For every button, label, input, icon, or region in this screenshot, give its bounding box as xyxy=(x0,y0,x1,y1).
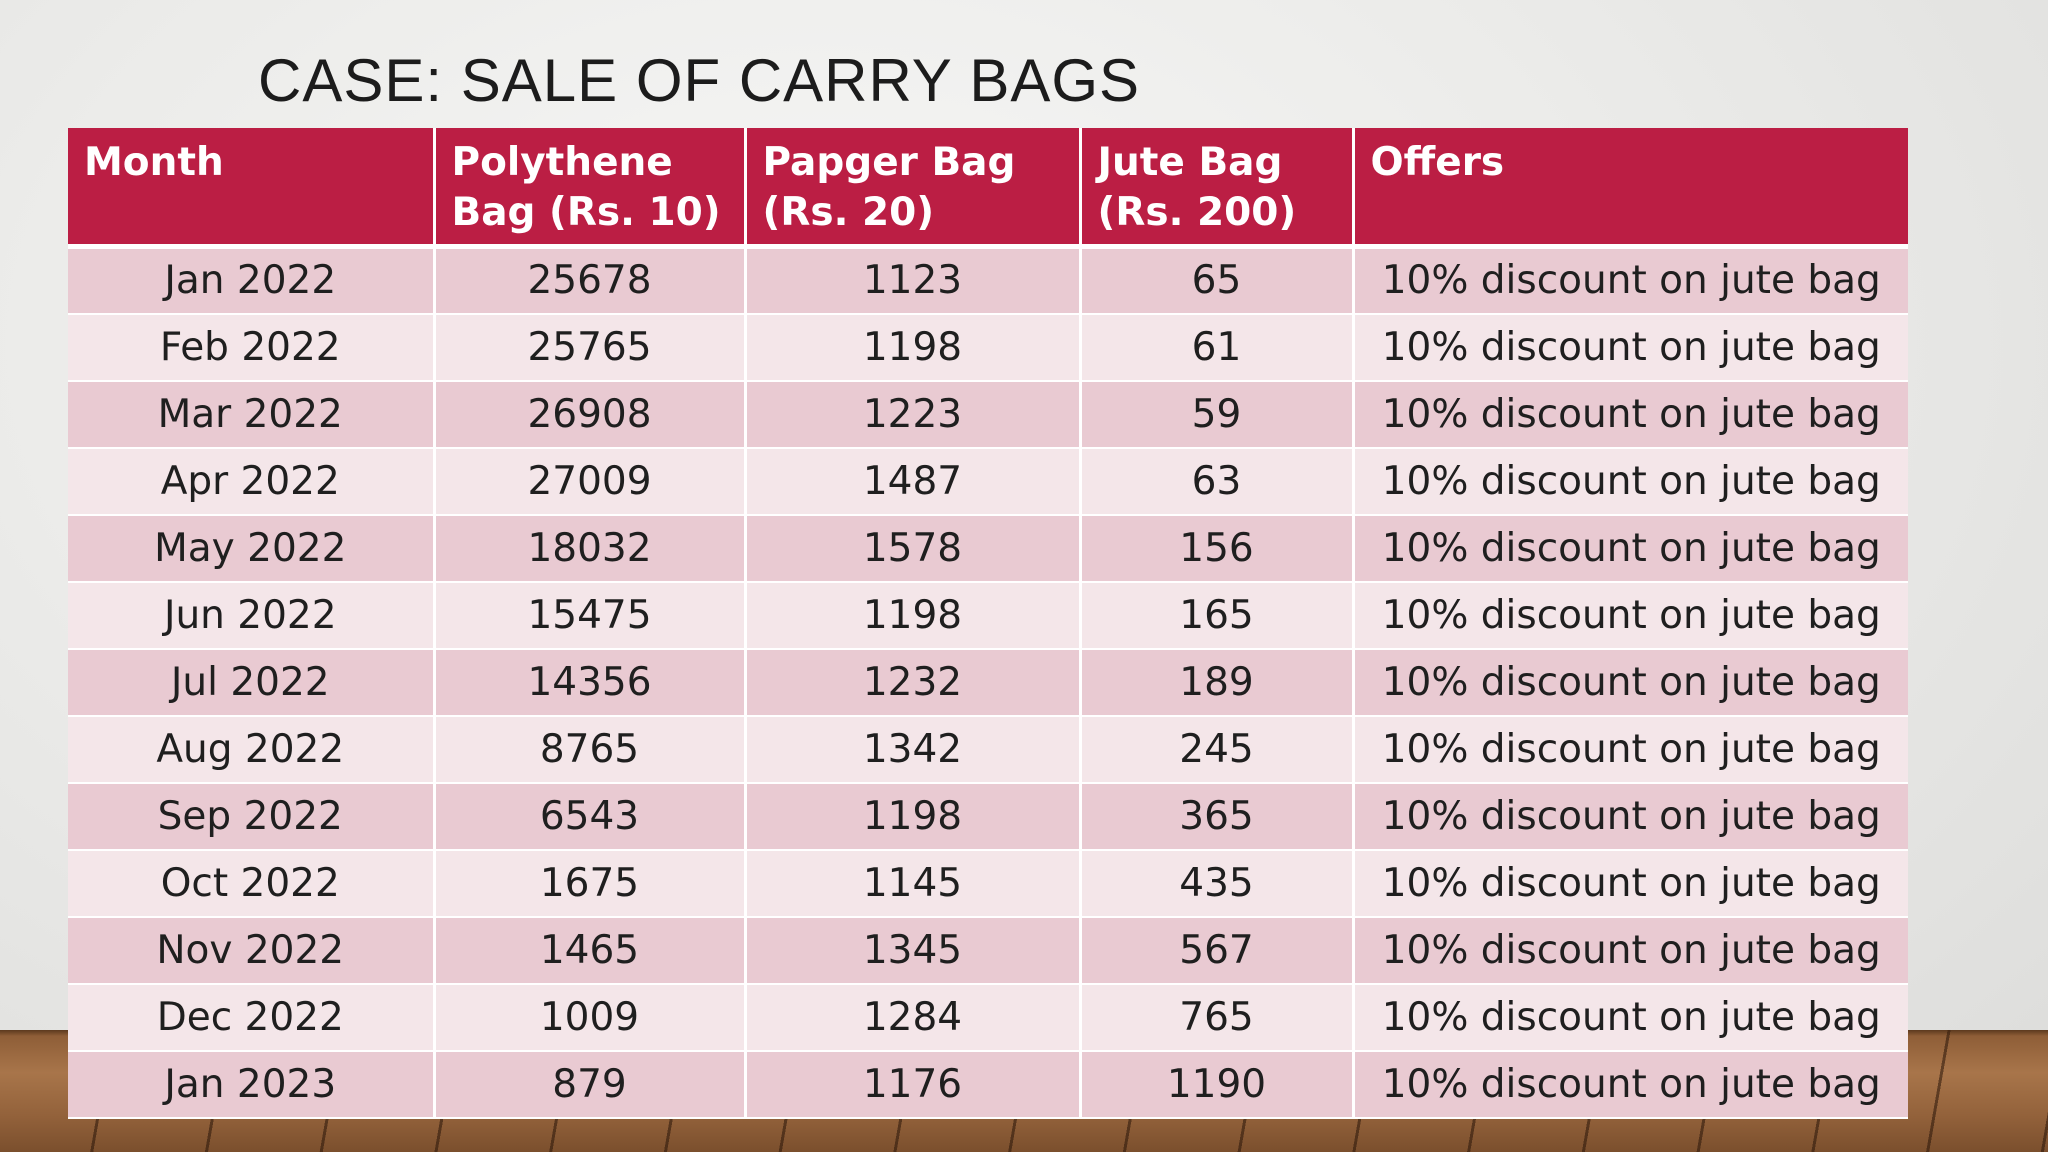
table-body: Jan 2022 25678 1123 65 10% discount on j… xyxy=(68,246,1908,1119)
header-polythene-bag: Polythene Bag (Rs. 10) xyxy=(434,128,747,249)
cell-jute: 435 xyxy=(1080,849,1355,918)
cell-polythene: 14356 xyxy=(434,648,747,717)
cell-polythene: 26908 xyxy=(434,380,747,449)
cell-offer: 10% discount on jute bag xyxy=(1353,1050,1908,1119)
cell-paper: 1198 xyxy=(745,581,1082,650)
header-row: Month Polythene Bag (Rs. 10) Papger Bag (R… xyxy=(68,128,1908,249)
cell-jute: 165 xyxy=(1080,581,1355,650)
table-row: Jan 2022 25678 1123 65 10% discount on j… xyxy=(68,246,1908,315)
cell-paper: 1342 xyxy=(745,715,1082,784)
cell-polythene: 8765 xyxy=(434,715,747,784)
cell-offer: 10% discount on jute bag xyxy=(1353,581,1908,650)
cell-paper: 1223 xyxy=(745,380,1082,449)
carry-bag-sales-table: Month Polythene Bag (Rs. 10) Papger Bag (R… xyxy=(68,128,1908,1119)
cell-paper: 1198 xyxy=(745,782,1082,851)
cell-jute: 765 xyxy=(1080,983,1355,1052)
cell-polythene: 25765 xyxy=(434,313,747,382)
table-row: Sep 2022 6543 1198 365 10% discount on j… xyxy=(68,782,1908,851)
cell-month: Apr 2022 xyxy=(68,447,436,516)
cell-paper: 1345 xyxy=(745,916,1082,985)
cell-paper: 1578 xyxy=(745,514,1082,583)
cell-polythene: 6543 xyxy=(434,782,747,851)
cell-offer: 10% discount on jute bag xyxy=(1353,447,1908,516)
header-paper-bag: Papger Bag (Rs. 20) xyxy=(745,128,1082,249)
table-row: Dec 2022 1009 1284 765 10% discount on j… xyxy=(68,983,1908,1052)
cell-month: Jan 2022 xyxy=(68,246,436,315)
cell-offer: 10% discount on jute bag xyxy=(1353,916,1908,985)
cell-month: Sep 2022 xyxy=(68,782,436,851)
cell-month: Jun 2022 xyxy=(68,581,436,650)
table-row: Aug 2022 8765 1342 245 10% discount on j… xyxy=(68,715,1908,784)
cell-month: Aug 2022 xyxy=(68,715,436,784)
cell-offer: 10% discount on jute bag xyxy=(1353,715,1908,784)
cell-jute: 245 xyxy=(1080,715,1355,784)
header-offers: Offers xyxy=(1353,128,1908,249)
cell-offer: 10% discount on jute bag xyxy=(1353,849,1908,918)
cell-jute: 189 xyxy=(1080,648,1355,717)
cell-polythene: 879 xyxy=(434,1050,747,1119)
table-row: Feb 2022 25765 1198 61 10% discount on j… xyxy=(68,313,1908,382)
cell-jute: 365 xyxy=(1080,782,1355,851)
cell-offer: 10% discount on jute bag xyxy=(1353,246,1908,315)
cell-month: Jan 2023 xyxy=(68,1050,436,1119)
cell-jute: 1190 xyxy=(1080,1050,1355,1119)
cell-offer: 10% discount on jute bag xyxy=(1353,380,1908,449)
table-row: Jun 2022 15475 1198 165 10% discount on … xyxy=(68,581,1908,650)
table-row: Jan 2023 879 1176 1190 10% discount on j… xyxy=(68,1050,1908,1119)
cell-paper: 1284 xyxy=(745,983,1082,1052)
cell-jute: 59 xyxy=(1080,380,1355,449)
cell-offer: 10% discount on jute bag xyxy=(1353,648,1908,717)
cell-polythene: 18032 xyxy=(434,514,747,583)
cell-jute: 567 xyxy=(1080,916,1355,985)
cell-paper: 1145 xyxy=(745,849,1082,918)
cell-paper: 1123 xyxy=(745,246,1082,315)
cell-polythene: 1465 xyxy=(434,916,747,985)
cell-polythene: 15475 xyxy=(434,581,747,650)
cell-polythene: 27009 xyxy=(434,447,747,516)
table-header: Month Polythene Bag (Rs. 10) Papger Bag (R… xyxy=(68,128,1908,249)
cell-paper: 1176 xyxy=(745,1050,1082,1119)
cell-offer: 10% discount on jute bag xyxy=(1353,983,1908,1052)
table-row: Nov 2022 1465 1345 567 10% discount on j… xyxy=(68,916,1908,985)
cell-offer: 10% discount on jute bag xyxy=(1353,514,1908,583)
cell-month: Oct 2022 xyxy=(68,849,436,918)
header-jute-bag: Jute Bag (Rs. 200) xyxy=(1080,128,1355,249)
cell-offer: 10% discount on jute bag xyxy=(1353,782,1908,851)
cell-jute: 156 xyxy=(1080,514,1355,583)
cell-jute: 61 xyxy=(1080,313,1355,382)
cell-paper: 1198 xyxy=(745,313,1082,382)
cell-month: Mar 2022 xyxy=(68,380,436,449)
cell-paper: 1487 xyxy=(745,447,1082,516)
cell-paper: 1232 xyxy=(745,648,1082,717)
cell-polythene: 25678 xyxy=(434,246,747,315)
cell-offer: 10% discount on jute bag xyxy=(1353,313,1908,382)
cell-polythene: 1009 xyxy=(434,983,747,1052)
table-row: Mar 2022 26908 1223 59 10% discount on j… xyxy=(68,380,1908,449)
table-row: May 2022 18032 1578 156 10% discount on … xyxy=(68,514,1908,583)
cell-month: May 2022 xyxy=(68,514,436,583)
table-row: Oct 2022 1675 1145 435 10% discount on j… xyxy=(68,849,1908,918)
table-row: Apr 2022 27009 1487 63 10% discount on j… xyxy=(68,447,1908,516)
header-month: Month xyxy=(68,128,436,249)
cell-polythene: 1675 xyxy=(434,849,747,918)
cell-month: Jul 2022 xyxy=(68,648,436,717)
slide-title: CASE: SALE OF CARRY BAGS xyxy=(258,47,1141,114)
cell-month: Nov 2022 xyxy=(68,916,436,985)
table-row: Jul 2022 14356 1232 189 10% discount on … xyxy=(68,648,1908,717)
cell-jute: 65 xyxy=(1080,246,1355,315)
cell-jute: 63 xyxy=(1080,447,1355,516)
cell-month: Dec 2022 xyxy=(68,983,436,1052)
cell-month: Feb 2022 xyxy=(68,313,436,382)
